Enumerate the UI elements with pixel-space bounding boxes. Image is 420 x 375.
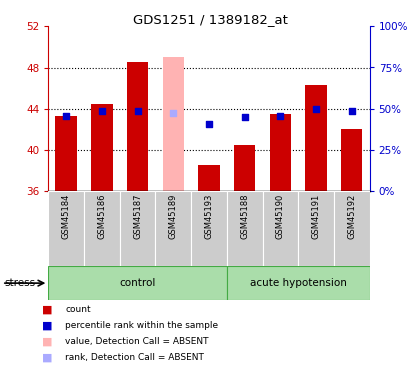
Text: value, Detection Call = ABSENT: value, Detection Call = ABSENT: [65, 337, 209, 346]
Point: [241, 114, 248, 120]
Text: GSM45184: GSM45184: [62, 194, 71, 239]
Bar: [191, 191, 227, 266]
Point: [63, 113, 70, 119]
Bar: [55, 116, 77, 191]
Text: ■: ■: [42, 321, 52, 330]
Bar: [155, 191, 191, 266]
Text: acute hypotension: acute hypotension: [250, 278, 346, 288]
Bar: [84, 191, 120, 266]
Bar: [163, 57, 184, 191]
Point: [206, 121, 212, 127]
Text: count: count: [65, 305, 91, 314]
Point: [98, 108, 105, 114]
Bar: [298, 191, 334, 266]
Text: stress: stress: [4, 278, 35, 288]
Text: GSM45187: GSM45187: [133, 194, 142, 239]
Bar: [227, 191, 262, 266]
Bar: [227, 266, 370, 300]
Point: [277, 113, 284, 119]
Text: control: control: [119, 278, 156, 288]
Bar: [270, 114, 291, 191]
Text: GSM45189: GSM45189: [169, 194, 178, 239]
Bar: [48, 191, 84, 266]
Text: GSM45192: GSM45192: [347, 194, 356, 239]
Point: [349, 108, 355, 114]
Text: percentile rank within the sample: percentile rank within the sample: [65, 321, 218, 330]
Bar: [91, 104, 113, 191]
Point: [312, 106, 319, 112]
Bar: [120, 191, 155, 266]
Bar: [234, 145, 255, 191]
Text: GSM45186: GSM45186: [97, 194, 106, 239]
Bar: [334, 191, 370, 266]
Point: [170, 110, 177, 116]
Text: GSM45190: GSM45190: [276, 194, 285, 239]
Text: ■: ■: [42, 304, 52, 314]
Text: GSM45188: GSM45188: [240, 194, 249, 239]
Text: GDS1251 / 1389182_at: GDS1251 / 1389182_at: [133, 13, 287, 26]
Bar: [262, 191, 298, 266]
Text: rank, Detection Call = ABSENT: rank, Detection Call = ABSENT: [65, 353, 204, 362]
Text: ■: ■: [42, 353, 52, 363]
Bar: [341, 129, 362, 191]
Bar: [127, 62, 148, 191]
Text: GSM45193: GSM45193: [205, 194, 213, 239]
Bar: [198, 165, 220, 191]
Text: GSM45191: GSM45191: [312, 194, 320, 239]
Bar: [48, 266, 227, 300]
Point: [134, 108, 141, 114]
Bar: [305, 85, 327, 191]
Text: ■: ■: [42, 337, 52, 346]
